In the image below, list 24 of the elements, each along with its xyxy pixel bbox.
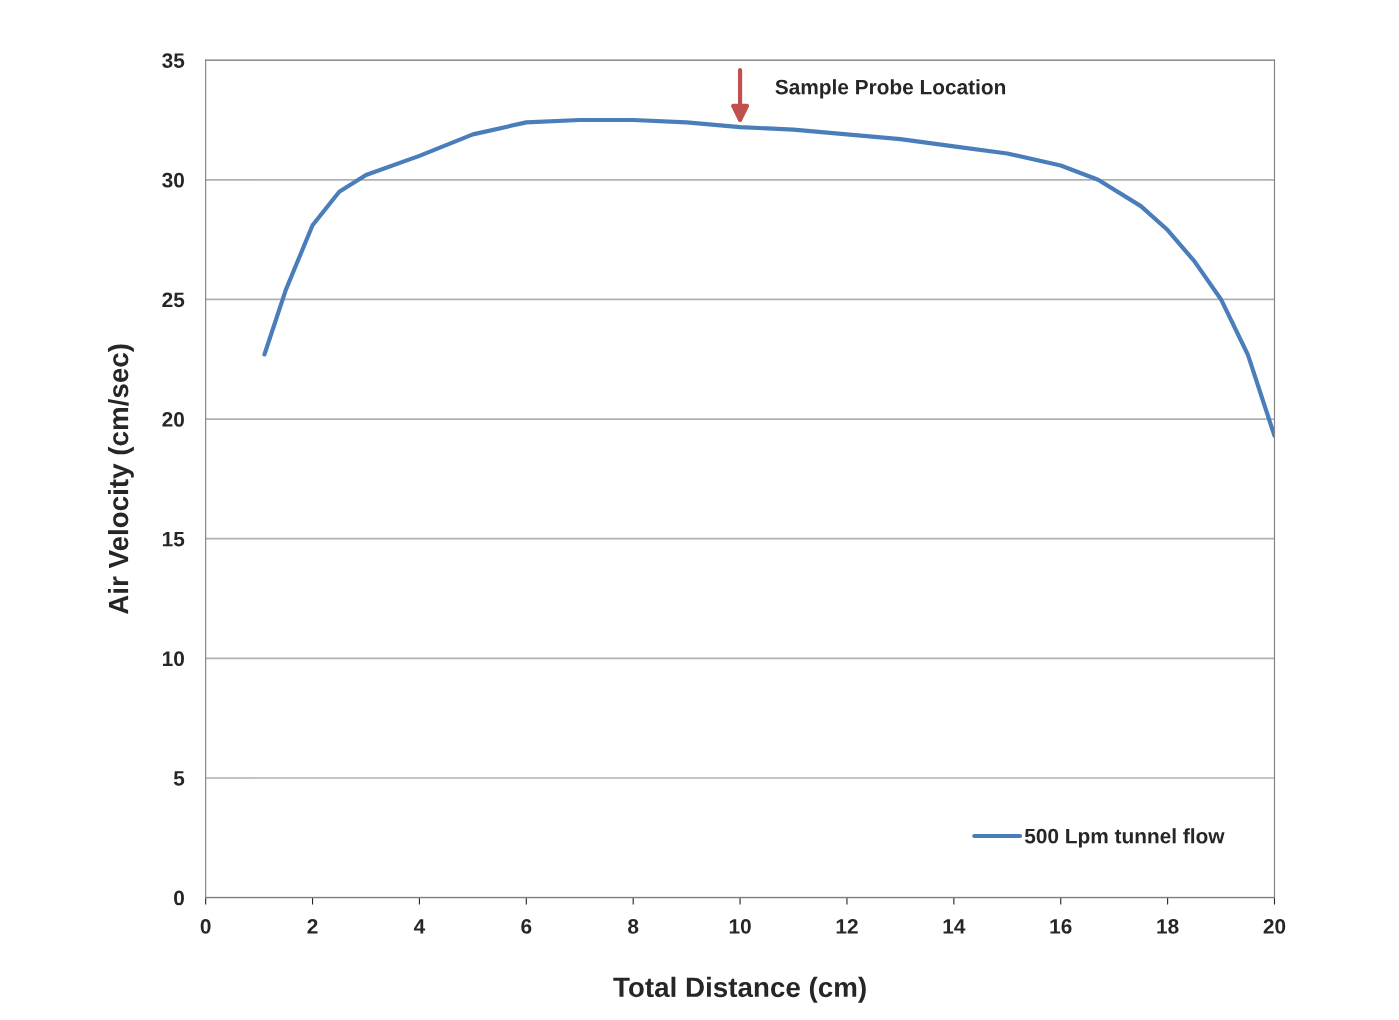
x-tick-label: 8 xyxy=(628,918,639,934)
annotation: Sample Probe Location xyxy=(775,79,1006,99)
x-tick-label: 16 xyxy=(1050,918,1072,934)
x-tick-label: 18 xyxy=(1157,918,1179,934)
y-axis-title: Air Velocity (cm/sec) xyxy=(107,344,134,615)
x-tick-label: 10 xyxy=(729,918,751,934)
x-tick-label: 0 xyxy=(200,918,211,934)
x-tick-label: 4 xyxy=(413,919,426,934)
x-tick-label: 2 xyxy=(307,918,318,934)
y-tick-label: 30 xyxy=(162,172,184,188)
x-tick-label: 14 xyxy=(943,919,966,934)
y-tick-label: 5 xyxy=(173,771,185,786)
y-tick-label: 25 xyxy=(162,292,185,308)
x-tick-label: 20 xyxy=(1263,918,1286,934)
legend-label: 500 Lpm tunnel flow xyxy=(1024,828,1225,848)
line-series xyxy=(262,117,1275,438)
x-tick-label: 6 xyxy=(521,918,532,934)
x-axis-title: Total Distance (cm) xyxy=(613,976,866,1003)
y-tick-label: 35 xyxy=(162,53,185,68)
y-tick-label: 15 xyxy=(162,531,185,547)
x-tick-label: 12 xyxy=(836,918,858,934)
y-tick-label: 10 xyxy=(162,651,184,667)
y-tick-label: 20 xyxy=(162,412,184,427)
y-tick-label: 0 xyxy=(174,890,184,906)
